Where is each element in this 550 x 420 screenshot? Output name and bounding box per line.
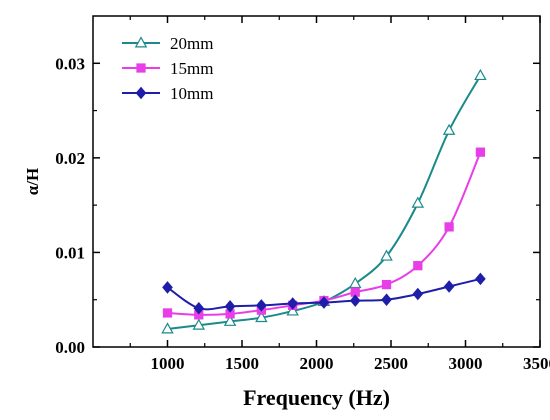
data-point xyxy=(162,281,173,294)
data-point xyxy=(224,300,236,313)
data-point xyxy=(349,294,361,307)
series-10mm xyxy=(162,272,486,315)
data-point xyxy=(318,296,330,309)
data-point xyxy=(192,318,206,330)
legend-label: 20mm xyxy=(170,34,213,53)
data-point xyxy=(255,310,268,323)
data-point xyxy=(381,279,392,290)
data-point xyxy=(444,222,454,232)
legend-label: 15mm xyxy=(170,59,213,78)
x-tick-label: 2500 xyxy=(374,354,408,373)
data-point xyxy=(161,322,174,334)
y-tick-label: 0.02 xyxy=(55,149,85,168)
legend-item-10mm: 10mm xyxy=(122,84,213,103)
data-point xyxy=(287,297,298,310)
data-point xyxy=(193,301,205,315)
series-20mm xyxy=(161,68,487,334)
legend-item-15mm: 15mm xyxy=(122,59,213,78)
data-point xyxy=(475,272,486,286)
data-point xyxy=(286,304,299,316)
legend: 20mm 15mm 10mm xyxy=(122,34,213,103)
data-point xyxy=(162,308,173,318)
data-point xyxy=(256,299,267,312)
data-point xyxy=(381,293,392,306)
y-tick-label: 0.01 xyxy=(55,243,85,262)
data-point xyxy=(475,147,486,157)
plot-layer xyxy=(161,68,487,334)
data-point xyxy=(348,276,362,289)
data-point xyxy=(413,261,423,271)
data-point xyxy=(443,280,455,293)
x-tick-label: 3000 xyxy=(449,354,483,373)
y-tick-label: 0.00 xyxy=(55,338,85,357)
plot-frame xyxy=(92,15,541,348)
y-tick-label: 0.03 xyxy=(55,54,85,73)
x-tick-label: 1000 xyxy=(151,354,185,373)
legend-swatch-marker xyxy=(134,36,148,48)
data-point xyxy=(412,287,424,301)
legend-item-20mm: 20mm xyxy=(122,34,213,53)
x-tick-label: 1500 xyxy=(225,354,259,373)
data-point xyxy=(411,196,425,208)
series-15mm xyxy=(162,147,486,320)
data-point xyxy=(380,249,393,261)
data-point xyxy=(223,314,237,326)
x-axis-title: Frequency (Hz) xyxy=(243,385,390,410)
legend-swatch-marker xyxy=(135,86,147,100)
data-point xyxy=(474,68,487,81)
y-axis-title: α/H xyxy=(23,168,42,195)
legend-swatch-marker xyxy=(136,63,146,73)
x-tick-label: 2000 xyxy=(300,354,334,373)
data-point xyxy=(442,123,456,135)
legend-label: 10mm xyxy=(170,84,213,103)
